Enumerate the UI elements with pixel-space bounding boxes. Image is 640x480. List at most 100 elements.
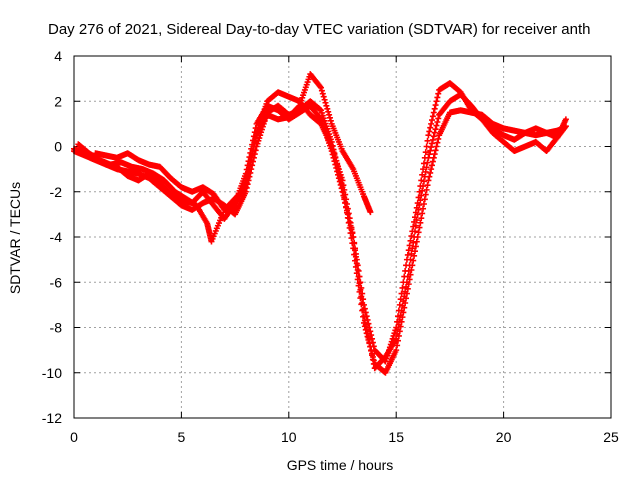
data-point — [433, 122, 440, 129]
data-point — [367, 343, 374, 350]
y-axis-label: SDTVAR / TECUs — [7, 182, 23, 294]
x-tick-label: 25 — [603, 429, 619, 445]
data-point — [405, 247, 412, 254]
data-point — [334, 168, 341, 175]
data-point — [342, 200, 349, 207]
data-point — [429, 140, 435, 147]
data-point — [359, 290, 366, 297]
data-point — [417, 197, 424, 204]
data-point — [318, 84, 325, 91]
data-point — [409, 245, 416, 252]
data-point — [355, 267, 362, 274]
data-point — [417, 219, 424, 226]
data-point — [325, 108, 332, 115]
data-point — [434, 94, 441, 101]
data-point — [393, 347, 400, 354]
plot-frame — [73, 55, 612, 419]
data-point — [337, 181, 344, 188]
data-point — [430, 109, 437, 116]
y-tick-label: -12 — [42, 410, 62, 426]
data-point — [403, 283, 410, 290]
data-point — [352, 253, 359, 260]
data-point — [343, 203, 350, 210]
x-tick-label: 5 — [178, 429, 186, 445]
data-point — [358, 293, 365, 300]
data-point — [317, 83, 324, 90]
data-point — [328, 148, 335, 155]
data-point — [396, 316, 403, 323]
data-point — [398, 307, 405, 314]
data-point — [424, 159, 431, 166]
data-point — [330, 154, 337, 161]
data-point — [329, 151, 336, 158]
data-point — [427, 124, 434, 131]
data-point — [425, 177, 432, 184]
data-point — [249, 141, 256, 148]
data-point — [318, 87, 325, 94]
data-point — [353, 260, 360, 267]
data-point — [424, 182, 431, 189]
data-point — [433, 98, 440, 105]
grid-lines — [74, 56, 611, 418]
data-point — [369, 352, 376, 359]
data-point — [433, 143, 440, 150]
x-tick-label: 10 — [281, 429, 297, 445]
data-point — [419, 210, 426, 217]
data-point — [336, 178, 343, 185]
series-trace-4 — [71, 91, 569, 372]
data-point — [399, 284, 406, 291]
data-point — [245, 158, 252, 165]
data-point — [365, 334, 372, 341]
data-point — [340, 192, 347, 199]
data-point — [397, 312, 404, 319]
data-point — [420, 183, 427, 190]
y-tick-label: 4 — [54, 48, 62, 64]
data-point — [431, 151, 438, 158]
data-points — [71, 71, 569, 376]
data-point — [319, 90, 326, 97]
data-point — [412, 222, 419, 229]
data-point — [434, 139, 441, 146]
data-point — [414, 211, 421, 218]
data-point — [426, 151, 433, 158]
data-point — [420, 178, 427, 185]
data-point — [429, 162, 435, 169]
data-point — [412, 243, 419, 250]
data-point — [394, 331, 401, 338]
data-point — [434, 118, 441, 125]
y-tick-label: -2 — [50, 184, 63, 200]
data-point — [426, 128, 433, 135]
x-tick-label: 0 — [70, 429, 78, 445]
data-point — [324, 105, 331, 112]
data-point — [357, 279, 364, 286]
y-tick-label: 0 — [54, 139, 62, 155]
data-point — [435, 115, 442, 122]
data-point — [242, 184, 249, 191]
data-point — [320, 93, 327, 100]
data-point — [435, 90, 442, 97]
data-point — [429, 158, 436, 165]
data-point — [415, 229, 422, 236]
data-point — [429, 113, 436, 120]
y-tick-label: -10 — [42, 365, 62, 381]
x-tick-label: 15 — [388, 429, 404, 445]
data-point — [344, 211, 351, 218]
data-point — [357, 286, 364, 293]
data-point — [420, 201, 427, 208]
data-point — [407, 256, 414, 263]
data-point — [321, 96, 328, 103]
data-point — [419, 187, 426, 194]
data-point — [422, 191, 429, 198]
data-point — [317, 115, 324, 122]
data-point — [355, 273, 362, 280]
data-point — [368, 347, 375, 354]
data-point — [418, 192, 425, 199]
data-point — [425, 132, 432, 139]
data-point — [411, 228, 418, 235]
data-point — [248, 145, 255, 152]
data-point — [345, 215, 352, 222]
x-tick-label: 20 — [496, 429, 512, 445]
data-point — [367, 209, 374, 216]
data-point — [352, 247, 359, 254]
